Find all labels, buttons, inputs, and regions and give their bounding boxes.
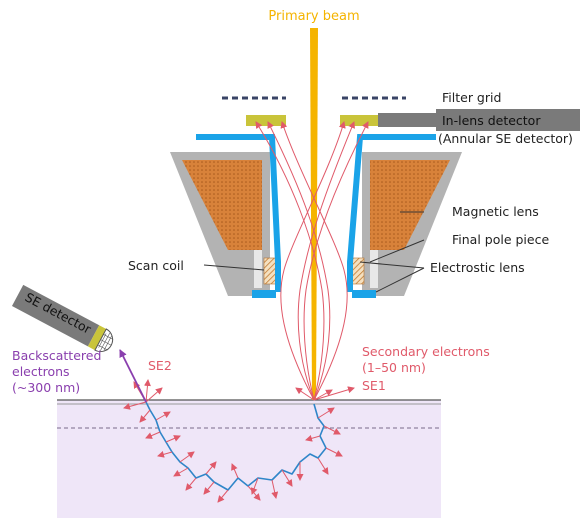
electron-trajectory: [145, 401, 327, 491]
left-magnetic-lens: [170, 152, 277, 296]
backscattered-label-line1: Backscattered: [12, 348, 101, 363]
final-pole-piece-label: Final pole piece: [452, 232, 549, 247]
right-electrostatic-shield: [347, 134, 436, 298]
annular-se-detector-label: (Annular SE detector): [438, 131, 573, 146]
left-electrostatic-shield: [196, 134, 281, 298]
backscattered-label-line2: electrons: [12, 364, 70, 379]
scattered-electrons: [139, 407, 343, 503]
backscatter-arrow: [119, 349, 147, 403]
secondary-electrons-label-line2: (1–50 nm): [362, 360, 426, 375]
specimen: [57, 399, 441, 518]
se-detector: [11, 284, 114, 353]
right-magnetic-lens: [351, 152, 462, 296]
electrostatic-lens-label: Electrostic lens: [430, 260, 525, 275]
secondary-electrons-label-line1: Secondary electrons: [362, 344, 490, 359]
filter-grid-label: Filter grid: [442, 90, 501, 105]
scan-coil: [263, 257, 277, 285]
scan-coil-label: Scan coil: [128, 258, 184, 273]
se2-label: SE2: [148, 358, 172, 373]
primary-beam: [310, 28, 318, 400]
leader-lines: [203, 211, 425, 293]
backscattered-label-line3: (~300 nm): [12, 380, 80, 395]
inlens-detector-label: In-lens detector: [442, 113, 541, 128]
se1-label: SE1: [362, 378, 386, 393]
se1-trajectories: [255, 121, 369, 401]
magnetic-lens-label: Magnetic lens: [452, 204, 539, 219]
inlens-detector: [246, 109, 580, 131]
se1-arrows: [295, 386, 355, 401]
primary-beam-label: Primary beam: [268, 9, 359, 24]
